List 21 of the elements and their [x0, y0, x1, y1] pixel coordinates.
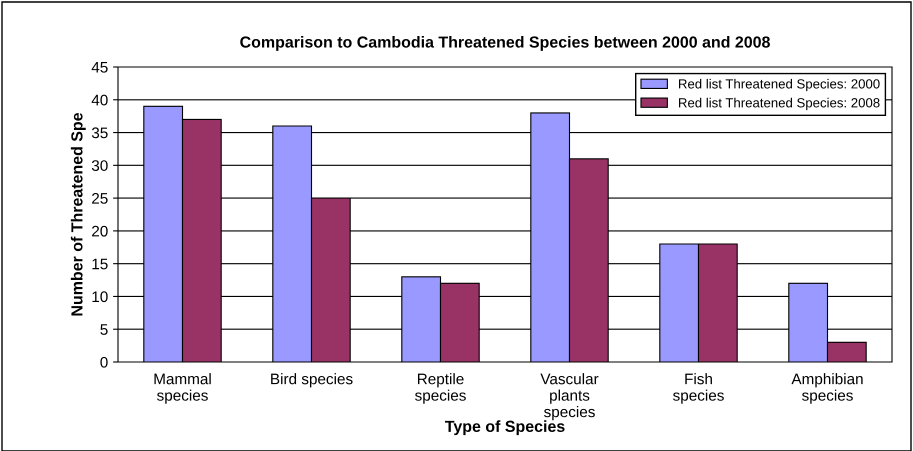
y-tick-label: 15 [92, 258, 108, 270]
y-tick-label: 45 [92, 62, 108, 73]
x-tick-label: Mammal species [154, 373, 211, 404]
x-axis-title: Type of Species [444, 420, 565, 436]
x-tick-label: Vascular plants species [540, 373, 598, 420]
y-tick-label: 10 [92, 291, 108, 302]
y-tick-label: 35 [92, 127, 108, 138]
x-tick-label: Amphibian species [791, 373, 863, 404]
y-tick-label: 5 [100, 324, 108, 335]
chart-title: Comparison to Cambodia Threatened Species between 2000 and 2008 [240, 36, 770, 51]
y-tick-label: 25 [92, 192, 108, 204]
y-tick-label: 40 [92, 94, 108, 106]
y-tick-label: 30 [92, 160, 108, 172]
y-tick-label: 0 [100, 356, 108, 368]
x-tick-label: Bird species [271, 373, 353, 388]
x-tick-label: Reptile species [415, 373, 466, 404]
y-tick-label: 20 [92, 226, 108, 237]
legend-label: Red list Threatened Species: 2000 [679, 78, 880, 92]
y-axis-title: Number of Threatened Spe [70, 112, 86, 316]
x-tick-label: Fish species [673, 373, 724, 404]
legend-label: Red list Threatened Species: 2008 [679, 98, 880, 110]
